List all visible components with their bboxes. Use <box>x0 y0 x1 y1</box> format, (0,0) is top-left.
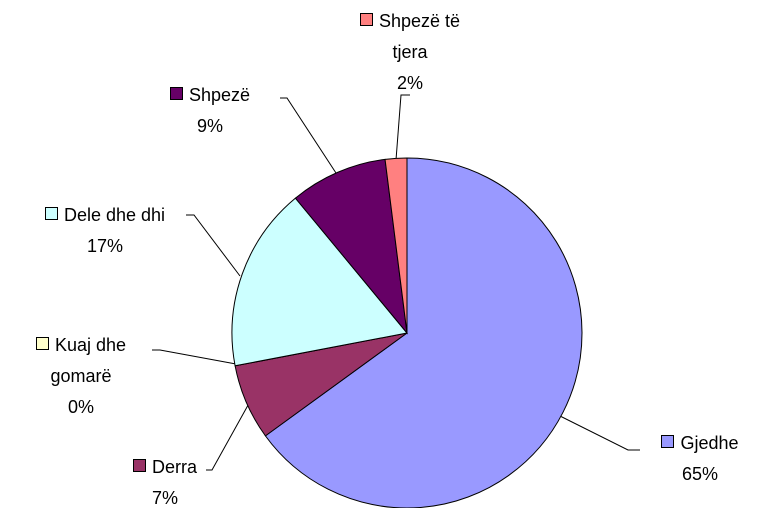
category-label: Derra <box>151 457 197 477</box>
legend-key <box>661 435 675 448</box>
leader-lines <box>152 94 640 471</box>
value-label: 17% <box>86 236 124 256</box>
value-label: 7% <box>151 488 178 508</box>
slice <box>264 157 583 508</box>
legend-key <box>132 459 146 472</box>
data-label: Dele dhe dhi 17% <box>10 200 200 262</box>
category-label: Dele dhe dhi <box>63 205 166 225</box>
leader-line <box>186 214 241 277</box>
category-label: Kuaj dhe gomarë <box>50 335 127 386</box>
data-label: Kuaj dhe gomarë 0% <box>22 330 140 423</box>
value-label: 65% <box>681 464 719 484</box>
legend-key <box>44 207 58 220</box>
data-label: Derra 7% <box>110 452 220 514</box>
leader-line <box>152 349 237 365</box>
pie <box>231 157 583 508</box>
data-label: Gjedhe 65% <box>640 428 760 490</box>
value-label: 2% <box>396 73 423 93</box>
data-label: Shpezë të tjera 2% <box>345 6 475 99</box>
category-label: Shpezë <box>188 85 251 105</box>
slice <box>294 158 408 335</box>
legend-key <box>359 13 373 26</box>
data-label: Shpezë 9% <box>150 80 270 142</box>
slice <box>384 157 408 334</box>
value-label: 9% <box>196 116 223 136</box>
leader-line <box>280 97 337 174</box>
slice <box>231 197 408 367</box>
leader-line <box>395 94 410 161</box>
value-label: 0% <box>67 397 94 417</box>
category-label: Shpezë të tjera <box>378 11 461 62</box>
leader-line <box>547 409 640 451</box>
legend-key <box>169 87 183 100</box>
leader-line <box>206 397 253 471</box>
category-label: Gjedhe <box>680 433 739 453</box>
legend-key <box>35 337 49 350</box>
